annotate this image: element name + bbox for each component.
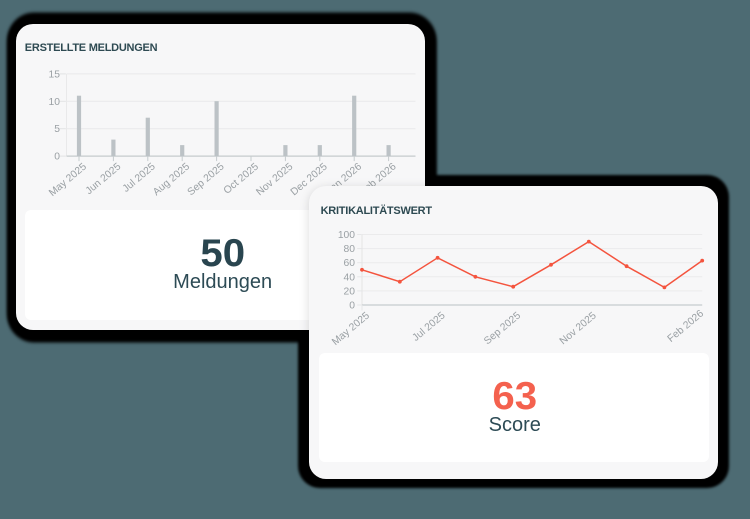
svg-text:May 2025: May 2025 — [47, 161, 89, 199]
svg-text:20: 20 — [344, 286, 356, 297]
svg-text:Jun 2025: Jun 2025 — [84, 161, 124, 197]
svg-text:15: 15 — [49, 69, 61, 80]
svg-text:Sep 2025: Sep 2025 — [482, 310, 523, 347]
svg-text:May 2025: May 2025 — [330, 310, 372, 348]
svg-text:Nov 2025: Nov 2025 — [558, 310, 599, 347]
svg-text:10: 10 — [49, 96, 61, 107]
svg-text:0: 0 — [349, 300, 355, 311]
svg-text:Sep 2025: Sep 2025 — [186, 161, 227, 198]
svg-text:Nov 2025: Nov 2025 — [254, 161, 295, 198]
svg-text:60: 60 — [344, 258, 356, 269]
svg-text:Jul 2025: Jul 2025 — [411, 310, 448, 344]
svg-text:Aug 2025: Aug 2025 — [151, 161, 192, 198]
svg-text:100: 100 — [338, 230, 355, 241]
svg-text:Feb 2026: Feb 2026 — [666, 308, 707, 345]
svg-text:5: 5 — [54, 124, 60, 135]
svg-text:0: 0 — [54, 151, 60, 162]
svg-text:40: 40 — [344, 272, 356, 283]
svg-text:80: 80 — [344, 244, 356, 255]
